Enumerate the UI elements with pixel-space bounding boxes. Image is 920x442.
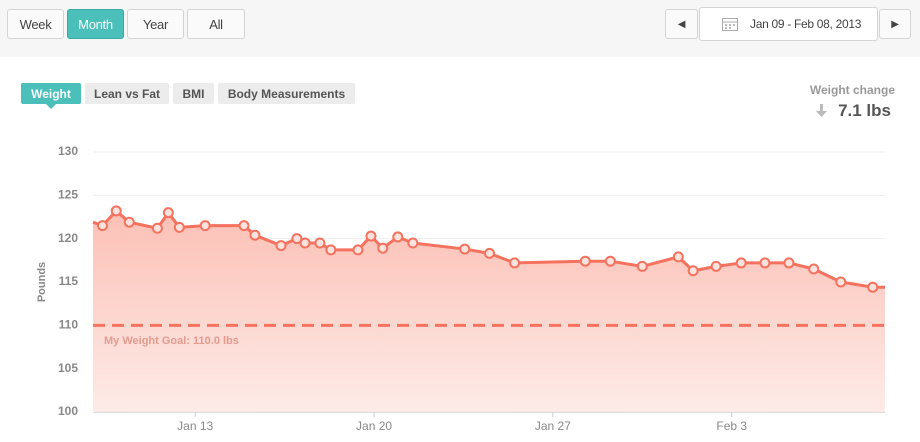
y-tick-label: 130 <box>58 144 78 158</box>
point <box>123 216 135 228</box>
range-button[interactable]: Week <box>7 9 64 39</box>
point <box>484 247 496 259</box>
date-picker[interactable]: Jan 09 - Feb 08, 2013 <box>699 7 878 41</box>
next-button[interactable]: ▶ <box>879 9 911 39</box>
tab[interactable]: BMI <box>173 83 214 104</box>
point <box>325 244 337 256</box>
point <box>687 265 699 277</box>
y-tick-label: 100 <box>58 404 78 418</box>
point <box>835 276 847 288</box>
point <box>867 281 879 293</box>
x-tick-label: Jan 27 <box>535 419 571 433</box>
y-axis-label: Pounds <box>36 262 48 302</box>
point <box>199 220 211 232</box>
point <box>377 242 389 254</box>
weight-change-label: Weight change <box>809 83 895 97</box>
y-tick-label: 125 <box>58 188 78 202</box>
down-arrow <box>816 104 827 117</box>
area <box>93 210 885 412</box>
point <box>604 255 616 267</box>
point <box>173 221 185 233</box>
point <box>365 230 377 242</box>
calendar-icon <box>722 18 738 31</box>
point <box>162 207 174 219</box>
point <box>407 237 419 249</box>
goal-label: My Weight Goal: 110.0 lbs <box>104 335 239 347</box>
point <box>672 251 684 263</box>
point <box>249 229 261 241</box>
point <box>96 220 108 232</box>
point <box>636 260 648 272</box>
point <box>808 263 820 275</box>
tab[interactable]: Lean vs Fat <box>85 83 169 104</box>
x-tick-label: Jan 20 <box>356 419 392 433</box>
date-range: Jan 09 - Feb 08, 2013 <box>750 17 862 31</box>
tab-pointer <box>45 103 57 109</box>
x-tick-label: Feb 3 <box>716 419 747 433</box>
point <box>238 220 250 232</box>
point <box>392 231 404 243</box>
x-tick-label: Jan 13 <box>177 419 213 433</box>
point <box>299 237 311 249</box>
point <box>459 243 471 255</box>
tab[interactable]: Body Measurements <box>218 83 355 104</box>
point <box>710 260 722 272</box>
point <box>110 205 122 217</box>
point <box>735 257 747 269</box>
weight-change-value: 7.1 lbs <box>838 101 891 120</box>
range-button[interactable]: Month <box>67 9 124 39</box>
point <box>579 255 591 267</box>
y-tick-label: 105 <box>58 361 78 375</box>
y-tick-label: 115 <box>59 274 79 288</box>
range-button[interactable]: Year <box>127 9 184 39</box>
tab[interactable]: Weight <box>21 83 81 104</box>
toolbar: Week Month Year All ◀ Jan 09 - Feb 08, 2… <box>0 0 920 57</box>
prev-button[interactable]: ◀ <box>665 9 698 39</box>
point <box>759 257 771 269</box>
point <box>314 237 326 249</box>
point <box>783 257 795 269</box>
point <box>352 244 364 256</box>
y-tick-label: 110 <box>59 318 79 332</box>
point <box>275 240 287 252</box>
point <box>509 257 521 269</box>
point <box>291 233 303 245</box>
point <box>151 222 163 234</box>
y-tick-label: 120 <box>58 231 78 245</box>
range-button[interactable]: All <box>187 9 245 39</box>
